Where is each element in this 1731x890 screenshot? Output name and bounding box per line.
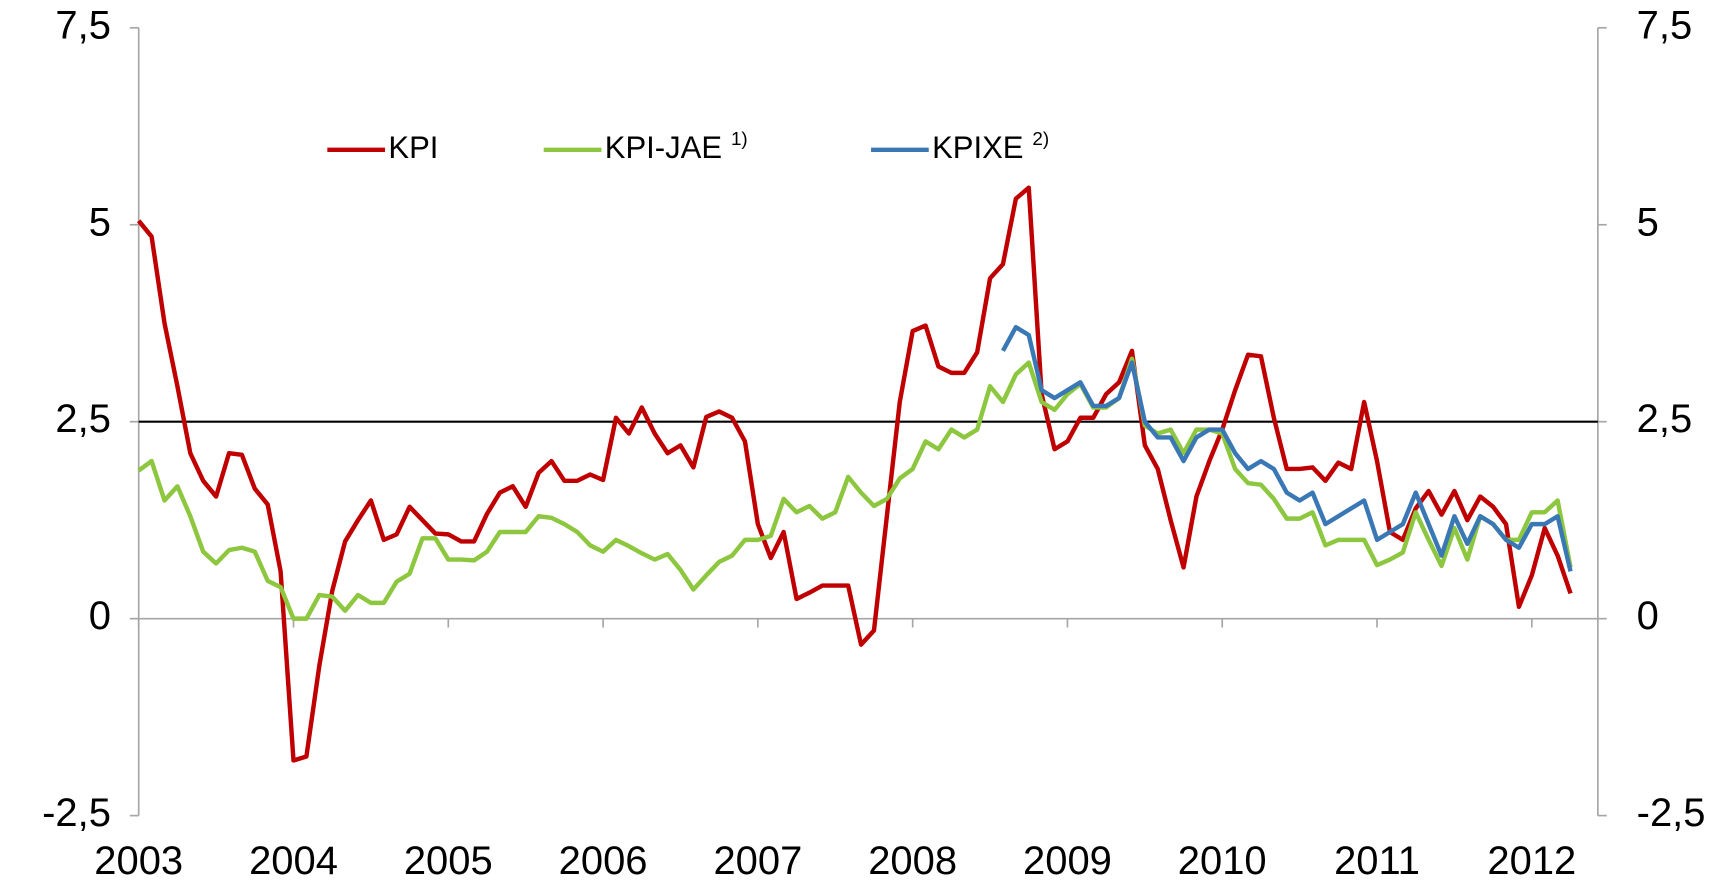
legend: KPI KPI-JAE 1) KPIXE 2) xyxy=(327,128,1049,165)
y2-tick-label: 5 xyxy=(1637,200,1659,244)
y-tick-label: 2,5 xyxy=(55,397,111,441)
x-tick-label: 2008 xyxy=(868,839,957,883)
legend-label: KPI xyxy=(388,130,438,165)
x-tick-label: 2009 xyxy=(1023,839,1112,883)
legend-footnote: 2) xyxy=(1032,128,1049,149)
y-tick-label: 5 xyxy=(89,200,111,244)
legend-label: KPI-JAE 1) xyxy=(605,128,748,165)
y2-tick-label: 0 xyxy=(1637,594,1659,638)
y-tick-label: -2,5 xyxy=(42,791,111,835)
legend-name: KPI-JAE xyxy=(605,130,722,165)
y2-tick-label: -2,5 xyxy=(1637,791,1706,835)
x-tick-label: 2006 xyxy=(559,839,648,883)
x-tick-label: 2007 xyxy=(713,839,802,883)
x-tick-label: 2012 xyxy=(1487,839,1576,883)
series-line xyxy=(137,356,1573,621)
series-line xyxy=(136,185,1573,763)
legend-footnote: 1) xyxy=(731,128,748,149)
y2-tick-label: 2,5 xyxy=(1637,397,1693,441)
x-tick-label: 2003 xyxy=(94,839,183,883)
legend-label: KPIXE 2) xyxy=(932,128,1049,165)
series-line xyxy=(1001,324,1573,572)
legend-name: KPI xyxy=(388,130,438,165)
legend-name: KPIXE xyxy=(932,130,1023,165)
x-tick-label: 2010 xyxy=(1178,839,1267,883)
x-tick-label: 2005 xyxy=(404,839,493,883)
x-tick-label: 2004 xyxy=(249,839,338,883)
y-tick-label: 0 xyxy=(89,594,111,638)
y-tick-label: 7,5 xyxy=(55,3,111,47)
x-tick-label: 2011 xyxy=(1334,839,1420,883)
y2-tick-label: 7,5 xyxy=(1637,3,1693,47)
